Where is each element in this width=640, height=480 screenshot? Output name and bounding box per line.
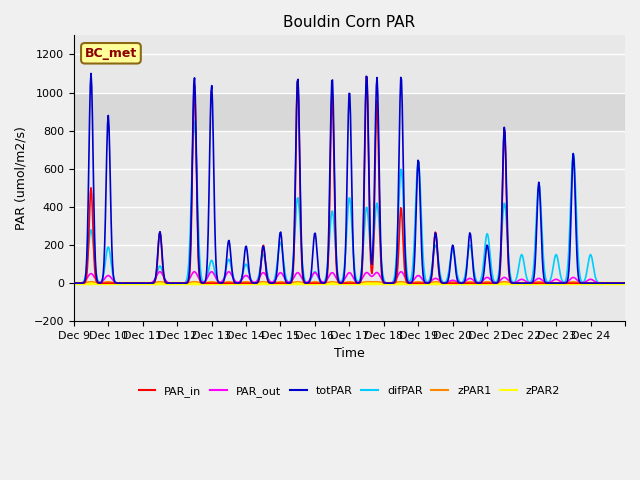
Y-axis label: PAR (umol/m2/s): PAR (umol/m2/s) <box>15 126 28 230</box>
Text: BC_met: BC_met <box>85 47 137 60</box>
X-axis label: Time: Time <box>334 347 365 360</box>
Bar <box>74 93 625 131</box>
Legend: PAR_in, PAR_out, totPAR, difPAR, zPAR1, zPAR2: PAR_in, PAR_out, totPAR, difPAR, zPAR1, … <box>134 382 564 401</box>
Title: Bouldin Corn PAR: Bouldin Corn PAR <box>284 15 415 30</box>
